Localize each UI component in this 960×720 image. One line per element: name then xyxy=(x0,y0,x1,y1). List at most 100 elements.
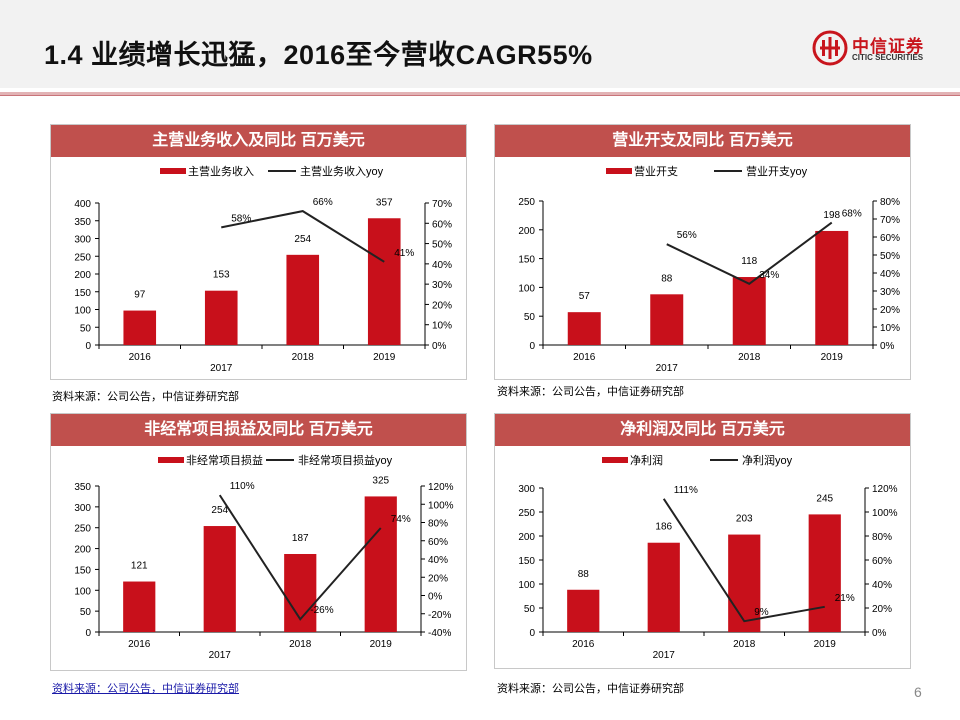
legend-label: 营业开支 xyxy=(634,164,678,178)
x-tick-label: 2018 xyxy=(289,639,312,650)
chart-panel-netprofit: 净利润及同比 百万美元 净利润 净利润yoy 0 50 100 150 200 250 300 0… xyxy=(494,413,911,669)
source-note: 资料来源：公司公告，中信证券研究部 xyxy=(497,386,684,398)
bar xyxy=(732,277,766,345)
y-tick-label: 0 xyxy=(85,341,91,352)
bar xyxy=(567,589,600,632)
bar xyxy=(123,581,156,632)
bar-value-label: 203 xyxy=(736,514,753,525)
chart-heading: 营业开支及同比 百万美元 xyxy=(495,125,910,157)
y2-tick-label: 0% xyxy=(428,592,443,603)
yoy-value-label: 41% xyxy=(394,248,414,259)
y-tick-label: 200 xyxy=(74,545,91,556)
y2-tick-label: 60% xyxy=(428,537,448,548)
y2-tick-label: 60% xyxy=(880,233,900,244)
y-tick-label: 0 xyxy=(529,341,535,352)
yoy-value-label: 111% xyxy=(674,485,698,496)
logo-name: 中信证券 xyxy=(852,37,924,56)
bar-value-label: 357 xyxy=(376,197,393,208)
page-number: 6 xyxy=(914,684,922,700)
x-tick-label: 2017 xyxy=(209,650,232,661)
chart-opex: 营业开支 营业开支yoy 0 50 100 150 200 250 0% 10% 20% 30% 40%… xyxy=(518,164,900,374)
y2-tick-label: 60% xyxy=(432,219,452,230)
chart-netprofit: 净利润 净利润yoy 0 50 100 150 200 250 300 0% 20% 40% 60% 80… xyxy=(518,453,898,661)
bar-value-label: 325 xyxy=(372,475,389,486)
legend-bar-swatch xyxy=(160,168,186,174)
x-tick-label: 2016 xyxy=(573,352,596,363)
chart-heading: 净利润及同比 百万美元 xyxy=(495,414,910,446)
chart-heading: 非经常项目损益及同比 百万美元 xyxy=(51,414,466,446)
y2-tick-label: -20% xyxy=(428,610,451,621)
x-tick-label: 2016 xyxy=(572,639,595,650)
y-tick-label: 250 xyxy=(74,524,91,535)
bar xyxy=(650,294,684,345)
chart-panel-revenue: 主营业务收入及同比 百万美元 主营业务收入 主营业务收入yoy 0 50 100 150 2… xyxy=(50,124,467,380)
x-tick-label: 2016 xyxy=(129,352,152,363)
yoy-line xyxy=(218,494,382,621)
y2-tick-label: 0% xyxy=(432,341,447,352)
yoy-value-label: 66% xyxy=(313,197,333,208)
x-tick-label: 2019 xyxy=(373,352,396,363)
y2-tick-label: 60% xyxy=(872,556,892,567)
x-tick-label: 2018 xyxy=(292,352,315,363)
y2-tick-label: 20% xyxy=(880,305,900,316)
bar xyxy=(286,254,320,345)
legend-label: 非经常项目损益yoy xyxy=(298,453,393,467)
bar-value-label: 153 xyxy=(213,270,230,281)
bar xyxy=(203,526,236,632)
x-tick-label: 2017 xyxy=(210,363,233,374)
chart-legend: 非经常项目损益 非经常项目损益yoy xyxy=(158,453,393,467)
y-tick-label: 0 xyxy=(529,628,535,639)
y-tick-label: 50 xyxy=(524,604,536,615)
y2-tick-label: 20% xyxy=(872,604,892,615)
chart-heading: 主营业务收入及同比 百万美元 xyxy=(51,125,466,157)
y-tick-label: 300 xyxy=(74,235,91,246)
chart-panel-nonrecurring: 非经常项目损益及同比 百万美元 非经常项目损益 非经常项目损益yoy 0 50 100 1… xyxy=(50,413,467,671)
citic-logo: 中信证券 CITIC SECURITIES xyxy=(812,30,947,68)
y2-tick-label: -40% xyxy=(428,628,451,639)
chart-revenue: 主营业务收入 主营业务收入yoy 0 50 100 150 200 250 300 350 400 0… xyxy=(74,164,452,374)
legend-label: 非经常项目损益 xyxy=(186,453,263,467)
y-tick-label: 100 xyxy=(518,283,535,294)
yoy-value-label: 110% xyxy=(230,481,255,492)
bar-value-label: 254 xyxy=(294,234,311,245)
logo-english-name: CITIC SECURITIES xyxy=(852,53,924,62)
y2-tick-label: 0% xyxy=(872,628,887,639)
y-tick-label: 250 xyxy=(518,508,535,519)
y-tick-label: 150 xyxy=(518,255,535,266)
yoy-value-label: 68% xyxy=(842,209,862,220)
bar xyxy=(728,534,761,632)
legend-label: 主营业务收入yoy xyxy=(300,164,384,178)
y-tick-label: 150 xyxy=(518,556,535,567)
bar xyxy=(647,542,680,632)
y2-tick-label: 70% xyxy=(432,199,452,210)
legend-label: 营业开支yoy xyxy=(746,164,808,178)
yoy-value-label: -26% xyxy=(310,605,333,616)
y2-tick-label: 40% xyxy=(872,580,892,591)
y2-tick-label: 80% xyxy=(428,519,448,530)
chart-nonrecurring: 非经常项目损益 非经常项目损益yoy 0 50 100 150 200 250 300 350 -4… xyxy=(74,453,453,661)
yoy-line xyxy=(666,221,833,285)
y-tick-label: 400 xyxy=(74,199,91,210)
bar-value-label: 57 xyxy=(579,291,591,302)
yoy-line xyxy=(221,210,385,263)
bar-value-label: 254 xyxy=(211,505,228,516)
y-tick-label: 50 xyxy=(524,312,536,323)
chart-panel-opex: 营业开支及同比 百万美元 营业开支 营业开支yoy 0 50 100 150 200 250 0… xyxy=(494,124,911,380)
y2-tick-label: 40% xyxy=(432,260,452,271)
y-tick-label: 50 xyxy=(80,607,92,618)
page-title: 1.4 业绩增长迅猛，2016至今营收CAGR55% xyxy=(44,40,593,70)
chart-legend: 净利润 净利润yoy xyxy=(602,453,793,467)
y2-tick-label: 30% xyxy=(880,287,900,298)
header-divider-line xyxy=(0,95,960,96)
x-tick-label: 2019 xyxy=(821,352,844,363)
yoy-value-label: 74% xyxy=(391,514,411,525)
y2-tick-label: 80% xyxy=(872,532,892,543)
yoy-value-label: 34% xyxy=(759,270,779,281)
y2-tick-label: 40% xyxy=(428,555,448,566)
y-tick-label: 100 xyxy=(74,306,91,317)
source-note[interactable]: 资料来源：公司公告，中信证券研究部 xyxy=(52,683,239,695)
bar xyxy=(123,310,157,345)
y-tick-label: 150 xyxy=(74,288,91,299)
legend-bar-swatch xyxy=(158,457,184,463)
y2-tick-label: 100% xyxy=(872,508,898,519)
